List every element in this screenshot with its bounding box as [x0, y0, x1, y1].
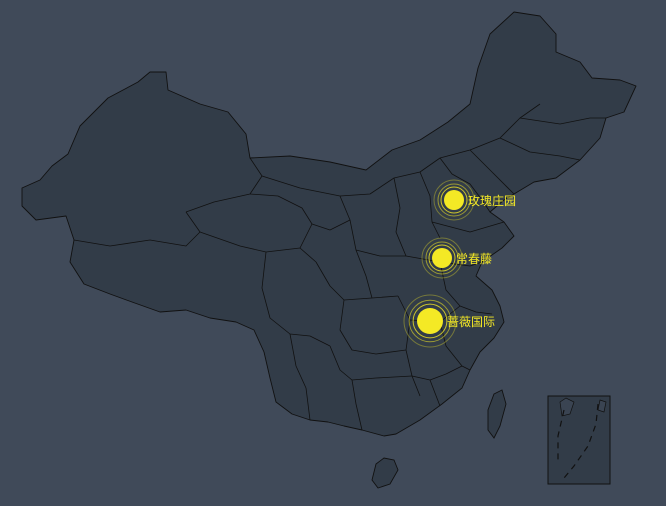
- map-marker[interactable]: 蔷薇国际: [403, 294, 495, 348]
- province-borders: [73, 103, 606, 431]
- marker-ripple-ring: [428, 244, 456, 272]
- marker-label: 常春藤: [456, 252, 492, 266]
- marker-ripple-ring: [437, 183, 471, 217]
- marker-ripple-ring: [412, 303, 448, 339]
- marker-ripple-ring: [403, 294, 457, 348]
- marker-ripple-ring: [408, 299, 452, 343]
- china-landmass: [21, 11, 637, 437]
- marker-dot[interactable]: [432, 248, 452, 268]
- marker-label: 玫瑰庄园: [468, 193, 516, 208]
- map-marker[interactable]: 玫瑰庄园: [433, 179, 516, 221]
- map-marker[interactable]: 常春藤: [421, 237, 492, 279]
- marker-dot[interactable]: [444, 190, 464, 210]
- marker-ripple-ring: [425, 241, 459, 275]
- hainan-island: [371, 457, 399, 489]
- south-china-sea-inset: [547, 395, 611, 485]
- marker-dot[interactable]: [417, 308, 443, 334]
- marker-ripple-ring: [440, 186, 468, 214]
- taiwan-island: [487, 389, 507, 439]
- marker-ripple-ring: [421, 237, 463, 279]
- marker-label: 蔷薇国际: [447, 315, 495, 329]
- marker-ripple-ring: [433, 179, 475, 221]
